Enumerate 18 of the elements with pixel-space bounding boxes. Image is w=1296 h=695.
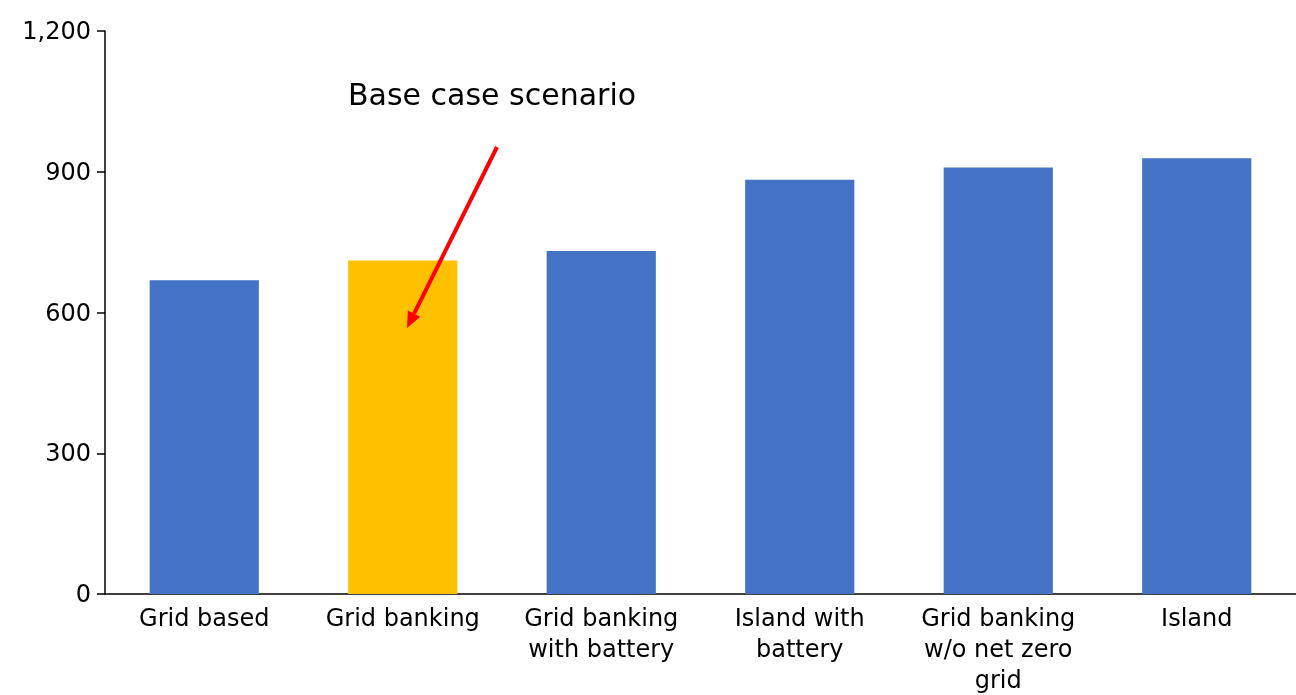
bar xyxy=(348,260,458,594)
x-tick-label: Island with battery xyxy=(734,603,865,663)
bar xyxy=(943,167,1053,594)
y-tick-label: 0 xyxy=(75,580,91,608)
x-tick-label: Island xyxy=(1161,603,1233,632)
y-tick-label: 600 xyxy=(45,298,91,327)
y-tick-label: 900 xyxy=(45,157,91,186)
x-tick-label: Grid banking w/o net zero grid xyxy=(921,603,1076,694)
bar xyxy=(745,179,855,594)
bar xyxy=(149,280,259,594)
x-tick-label: Grid banking with battery xyxy=(524,603,679,663)
y-tick-label: 300 xyxy=(45,439,91,468)
annotation: Base case scenario xyxy=(348,77,637,112)
y-tick-label: 1,200 xyxy=(22,17,91,45)
bar xyxy=(1142,158,1252,594)
bar xyxy=(546,251,656,594)
x-tick-label: Grid based xyxy=(139,603,270,632)
x-tick-label: Grid banking xyxy=(325,603,480,632)
